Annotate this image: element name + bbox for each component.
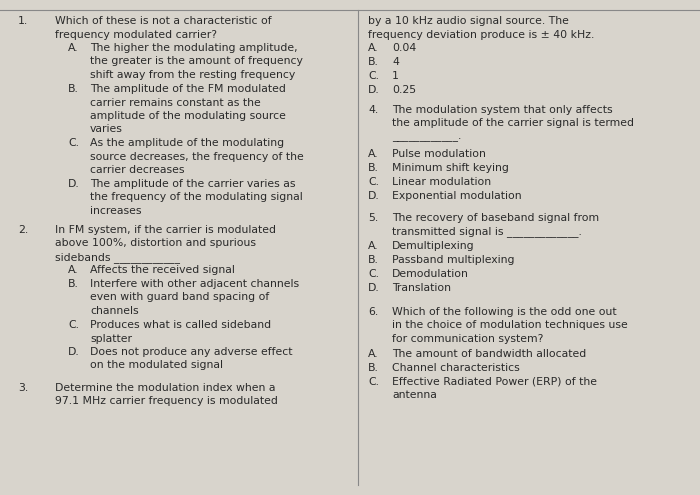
Text: 1.: 1. — [18, 16, 28, 26]
Text: D.: D. — [368, 85, 379, 95]
Text: Demultiplexing: Demultiplexing — [392, 241, 475, 251]
Text: The higher the modulating amplitude,: The higher the modulating amplitude, — [90, 43, 298, 53]
Text: amplitude of the modulating source: amplitude of the modulating source — [90, 111, 286, 121]
Text: A.: A. — [368, 149, 379, 159]
Text: A.: A. — [68, 43, 78, 53]
Text: D.: D. — [368, 283, 379, 293]
Text: Which of the following is the odd one out: Which of the following is the odd one ou… — [392, 307, 617, 317]
Text: As the amplitude of the modulating: As the amplitude of the modulating — [90, 138, 284, 148]
Text: 0.25: 0.25 — [392, 85, 416, 95]
Text: C.: C. — [368, 71, 379, 81]
Text: Linear modulation: Linear modulation — [392, 177, 491, 187]
Text: the greater is the amount of frequency: the greater is the amount of frequency — [90, 56, 303, 66]
Text: B.: B. — [368, 363, 379, 373]
Text: The modulation system that only affects: The modulation system that only affects — [392, 105, 612, 115]
Text: B.: B. — [368, 255, 379, 265]
Text: 1: 1 — [392, 71, 399, 81]
Text: Minimum shift keying: Minimum shift keying — [392, 163, 509, 173]
Text: Pulse modulation: Pulse modulation — [392, 149, 486, 159]
Text: antenna: antenna — [392, 391, 437, 400]
Text: 2.: 2. — [18, 225, 28, 235]
Text: B.: B. — [368, 57, 379, 67]
Text: Which of these is not a characteristic of: Which of these is not a characteristic o… — [55, 16, 272, 26]
Text: Channel characteristics: Channel characteristics — [392, 363, 519, 373]
Text: The recovery of baseband signal from: The recovery of baseband signal from — [392, 213, 599, 223]
Text: for communication system?: for communication system? — [392, 334, 543, 344]
Text: above 100%, distortion and spurious: above 100%, distortion and spurious — [55, 239, 256, 248]
Text: The amplitude of the FM modulated: The amplitude of the FM modulated — [90, 84, 286, 94]
Text: B.: B. — [68, 84, 79, 94]
Text: Determine the modulation index when a: Determine the modulation index when a — [55, 383, 276, 393]
Text: Effective Radiated Power (ERP) of the: Effective Radiated Power (ERP) of the — [392, 377, 597, 387]
Text: the amplitude of the carrier signal is termed: the amplitude of the carrier signal is t… — [392, 118, 634, 129]
Text: 0.04: 0.04 — [392, 43, 416, 53]
Text: frequency deviation produce is ± 40 kHz.: frequency deviation produce is ± 40 kHz. — [368, 30, 594, 40]
Text: shift away from the resting frequency: shift away from the resting frequency — [90, 70, 295, 80]
Text: varies: varies — [90, 125, 123, 135]
Text: 6.: 6. — [368, 307, 378, 317]
Text: 3.: 3. — [18, 383, 28, 393]
Text: the frequency of the modulating signal: the frequency of the modulating signal — [90, 193, 302, 202]
Text: C.: C. — [68, 320, 79, 330]
Text: splatter: splatter — [90, 334, 132, 344]
Text: in the choice of modulation techniques use: in the choice of modulation techniques u… — [392, 320, 628, 331]
Text: ____________.: ____________. — [392, 132, 461, 142]
Text: D.: D. — [68, 347, 80, 357]
Text: transmitted signal is _____________.: transmitted signal is _____________. — [392, 227, 582, 238]
Text: 4.: 4. — [368, 105, 378, 115]
Text: A.: A. — [368, 349, 379, 359]
Text: source decreases, the frequency of the: source decreases, the frequency of the — [90, 151, 304, 161]
Text: C.: C. — [368, 177, 379, 187]
Text: D.: D. — [368, 191, 379, 201]
Text: A.: A. — [368, 241, 379, 251]
Text: carrier remains constant as the: carrier remains constant as the — [90, 98, 260, 107]
Text: Does not produce any adverse effect: Does not produce any adverse effect — [90, 347, 293, 357]
Text: Translation: Translation — [392, 283, 451, 293]
Text: B.: B. — [68, 279, 79, 289]
Text: even with guard band spacing of: even with guard band spacing of — [90, 293, 270, 302]
Text: The amplitude of the carrier varies as: The amplitude of the carrier varies as — [90, 179, 295, 189]
Text: 4: 4 — [392, 57, 399, 67]
Text: frequency modulated carrier?: frequency modulated carrier? — [55, 30, 217, 40]
Text: In FM system, if the carrier is modulated: In FM system, if the carrier is modulate… — [55, 225, 276, 235]
Text: 5.: 5. — [368, 213, 378, 223]
Text: Interfere with other adjacent channels: Interfere with other adjacent channels — [90, 279, 299, 289]
Text: sidebands ____________: sidebands ____________ — [55, 252, 180, 263]
Text: increases: increases — [90, 206, 141, 216]
Text: A.: A. — [68, 265, 78, 275]
Text: by a 10 kHz audio signal source. The: by a 10 kHz audio signal source. The — [368, 16, 569, 26]
Text: channels: channels — [90, 306, 139, 316]
Text: C.: C. — [368, 269, 379, 279]
Text: A.: A. — [368, 43, 379, 53]
Text: on the modulated signal: on the modulated signal — [90, 360, 223, 370]
Text: C.: C. — [368, 377, 379, 387]
Text: Affects the received signal: Affects the received signal — [90, 265, 235, 275]
Text: Exponential modulation: Exponential modulation — [392, 191, 522, 201]
Text: carrier decreases: carrier decreases — [90, 165, 185, 175]
Text: C.: C. — [68, 138, 79, 148]
Text: 97.1 MHz carrier frequency is modulated: 97.1 MHz carrier frequency is modulated — [55, 396, 278, 406]
Text: B.: B. — [368, 163, 379, 173]
Text: Produces what is called sideband: Produces what is called sideband — [90, 320, 271, 330]
Text: The amount of bandwidth allocated: The amount of bandwidth allocated — [392, 349, 587, 359]
Text: Demodulation: Demodulation — [392, 269, 469, 279]
Text: D.: D. — [68, 179, 80, 189]
Text: Passband multiplexing: Passband multiplexing — [392, 255, 514, 265]
